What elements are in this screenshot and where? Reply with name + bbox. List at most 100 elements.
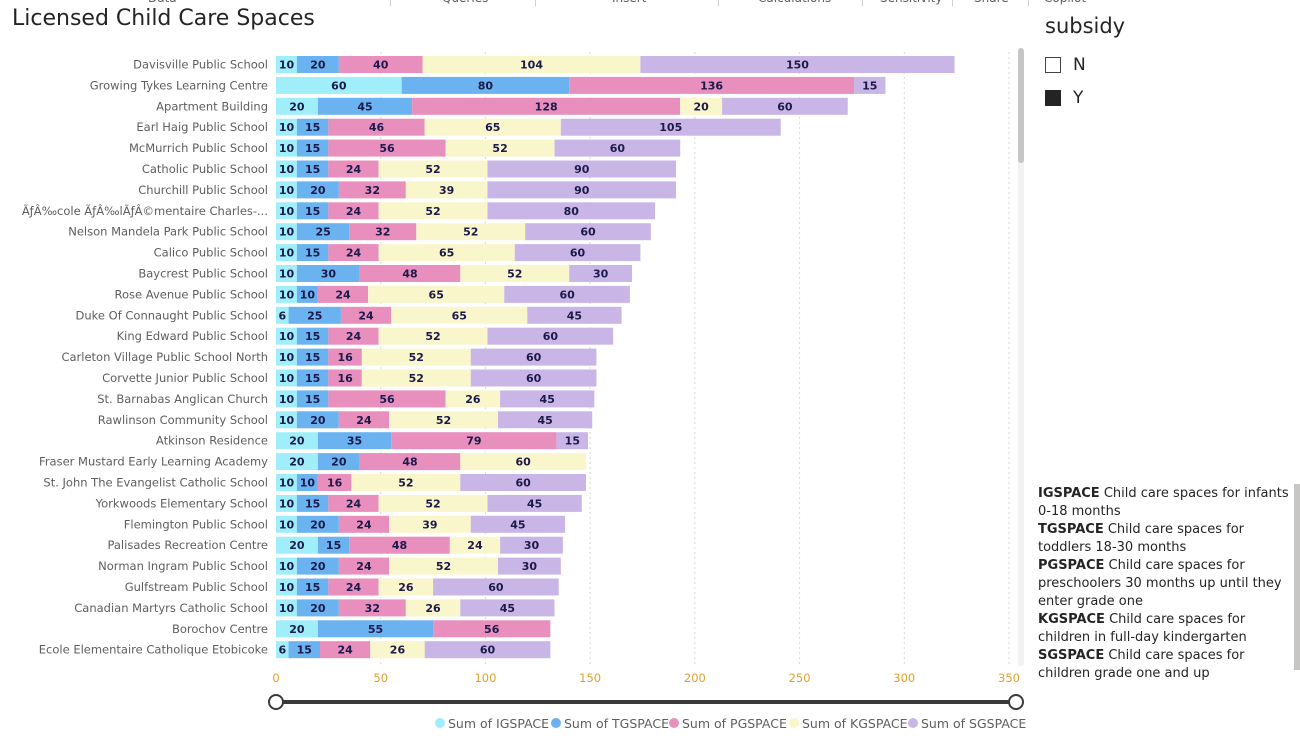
- bar-segment-sgspace[interactable]: [854, 76, 886, 94]
- bar-segment-sgspace[interactable]: [497, 557, 561, 575]
- bar-segment-sgspace[interactable]: [500, 390, 595, 408]
- bar-segment-igspace[interactable]: [276, 139, 297, 157]
- bar-segment-sgspace[interactable]: [504, 285, 630, 303]
- bar-segment-kgspace[interactable]: [424, 118, 561, 136]
- bar-segment-tgspace[interactable]: [296, 515, 339, 533]
- bar-segment-kgspace[interactable]: [422, 56, 641, 73]
- bar-segment-igspace[interactable]: [276, 557, 297, 575]
- bar-segment-kgspace[interactable]: [378, 160, 488, 178]
- bar-segment-pgspace[interactable]: [349, 536, 450, 554]
- bar-segment-igspace[interactable]: [276, 160, 297, 178]
- bar-segment-tgspace[interactable]: [296, 160, 329, 178]
- ribbon-tab[interactable]: Share: [974, 0, 1009, 5]
- bar-segment-kgspace[interactable]: [389, 515, 471, 533]
- bar-segment-pgspace[interactable]: [569, 76, 855, 94]
- bar-segment-pgspace[interactable]: [338, 557, 390, 575]
- bar-segment-pgspace[interactable]: [328, 348, 362, 366]
- bar-segment-igspace[interactable]: [276, 599, 297, 617]
- bar-segment-sgspace[interactable]: [470, 348, 597, 366]
- bar-segment-igspace[interactable]: [276, 118, 297, 136]
- bar-segment-pgspace[interactable]: [338, 515, 390, 533]
- bar-segment-tgspace[interactable]: [296, 285, 318, 303]
- bar-segment-kgspace[interactable]: [368, 285, 505, 303]
- ribbon-tab[interactable]: Data: [148, 0, 177, 5]
- bar-segment-pgspace[interactable]: [433, 620, 551, 638]
- bar-segment-tgspace[interactable]: [296, 369, 329, 387]
- bar-segment-kgspace[interactable]: [378, 244, 515, 262]
- bar-segment-tgspace[interactable]: [288, 641, 320, 659]
- bar-segment-sgspace[interactable]: [460, 599, 555, 617]
- bar-segment-tgspace[interactable]: [296, 494, 329, 512]
- chart-scrollbar-thumb[interactable]: [1018, 48, 1024, 163]
- bar-segment-kgspace[interactable]: [405, 599, 461, 617]
- bar-segment-kgspace[interactable]: [378, 327, 488, 345]
- bar-segment-igspace[interactable]: [276, 223, 297, 241]
- bar-segment-pgspace[interactable]: [328, 327, 379, 345]
- bar-segment-tgspace[interactable]: [296, 265, 360, 282]
- bar-segment-kgspace[interactable]: [680, 97, 723, 115]
- bar-segment-sgspace[interactable]: [487, 202, 656, 220]
- bar-segment-pgspace[interactable]: [328, 578, 379, 596]
- bar-segment-kgspace[interactable]: [405, 181, 488, 199]
- bar-segment-pgspace[interactable]: [349, 223, 417, 241]
- bar-segment-tgspace[interactable]: [288, 306, 341, 324]
- bar-segment-sgspace[interactable]: [487, 160, 677, 178]
- range-slider[interactable]: [268, 694, 1024, 710]
- bar-segment-pgspace[interactable]: [328, 390, 446, 408]
- ribbon-tab[interactable]: Sensitivity: [880, 0, 942, 5]
- bar-segment-igspace[interactable]: [276, 306, 289, 324]
- bar-segment-pgspace[interactable]: [328, 160, 379, 178]
- bar-segment-kgspace[interactable]: [378, 202, 488, 220]
- bar-segment-igspace[interactable]: [276, 390, 297, 408]
- bar-segment-sgspace[interactable]: [527, 306, 622, 324]
- bar-segment-tgspace[interactable]: [296, 223, 350, 241]
- bar-segment-pgspace[interactable]: [328, 494, 379, 512]
- bar-segment-pgspace[interactable]: [328, 139, 446, 157]
- slicer-option-y[interactable]: Y: [1045, 81, 1285, 114]
- bar-segment-igspace[interactable]: [276, 348, 297, 366]
- bar-segment-kgspace[interactable]: [389, 557, 498, 575]
- bar-segment-igspace[interactable]: [276, 474, 297, 491]
- bar-segment-igspace[interactable]: [276, 327, 297, 345]
- bar-segment-pgspace[interactable]: [328, 202, 379, 220]
- bar-segment-tgspace[interactable]: [317, 620, 434, 638]
- bar-segment-tgspace[interactable]: [296, 327, 329, 345]
- bar-segment-igspace[interactable]: [276, 411, 297, 429]
- bar-segment-igspace[interactable]: [276, 515, 297, 533]
- bar-segment-pgspace[interactable]: [317, 285, 369, 303]
- bar-segment-sgspace[interactable]: [470, 369, 597, 387]
- bar-segment-sgspace[interactable]: [525, 223, 651, 241]
- bar-segment-igspace[interactable]: [276, 244, 297, 262]
- bar-segment-sgspace[interactable]: [569, 265, 633, 282]
- bar-segment-tgspace[interactable]: [296, 181, 339, 199]
- bar-segment-igspace[interactable]: [276, 265, 297, 282]
- bar-segment-sgspace[interactable]: [514, 244, 641, 262]
- bar-segment-pgspace[interactable]: [328, 369, 362, 387]
- bar-segment-tgspace[interactable]: [317, 97, 413, 115]
- bar-segment-sgspace[interactable]: [487, 181, 677, 199]
- bar-segment-kgspace[interactable]: [416, 223, 526, 241]
- bar-segment-igspace[interactable]: [276, 494, 297, 512]
- bar-segment-sgspace[interactable]: [460, 474, 586, 491]
- legend-item-sgspace[interactable]: Sum of SGSPACE: [908, 716, 1026, 731]
- bar-segment-pgspace[interactable]: [412, 97, 681, 115]
- chart-scrollbar[interactable]: [1018, 48, 1024, 666]
- bar-segment-tgspace[interactable]: [296, 411, 339, 429]
- bar-segment-pgspace[interactable]: [338, 181, 406, 199]
- bar-segment-tgspace[interactable]: [296, 474, 318, 491]
- bar-segment-pgspace[interactable]: [338, 599, 406, 617]
- bar-segment-kgspace[interactable]: [460, 265, 570, 282]
- notes-scroll-edge[interactable]: [1294, 484, 1300, 670]
- bar-segment-sgspace[interactable]: [470, 515, 566, 533]
- bar-segment-tgspace[interactable]: [296, 390, 329, 408]
- legend-item-tgspace[interactable]: Sum of TGSPACE: [551, 716, 669, 731]
- bar-segment-sgspace[interactable]: [433, 578, 559, 596]
- slicer-option-n[interactable]: N: [1045, 48, 1285, 81]
- slicer-checkbox-n[interactable]: [1045, 56, 1061, 73]
- range-slider-end-handle[interactable]: [1008, 694, 1024, 710]
- bar-segment-pgspace[interactable]: [317, 474, 352, 491]
- bar-segment-kgspace[interactable]: [378, 578, 434, 596]
- ribbon-tab[interactable]: Queries: [442, 0, 488, 5]
- bar-segment-tgspace[interactable]: [401, 76, 570, 94]
- bar-segment-tgspace[interactable]: [296, 139, 329, 157]
